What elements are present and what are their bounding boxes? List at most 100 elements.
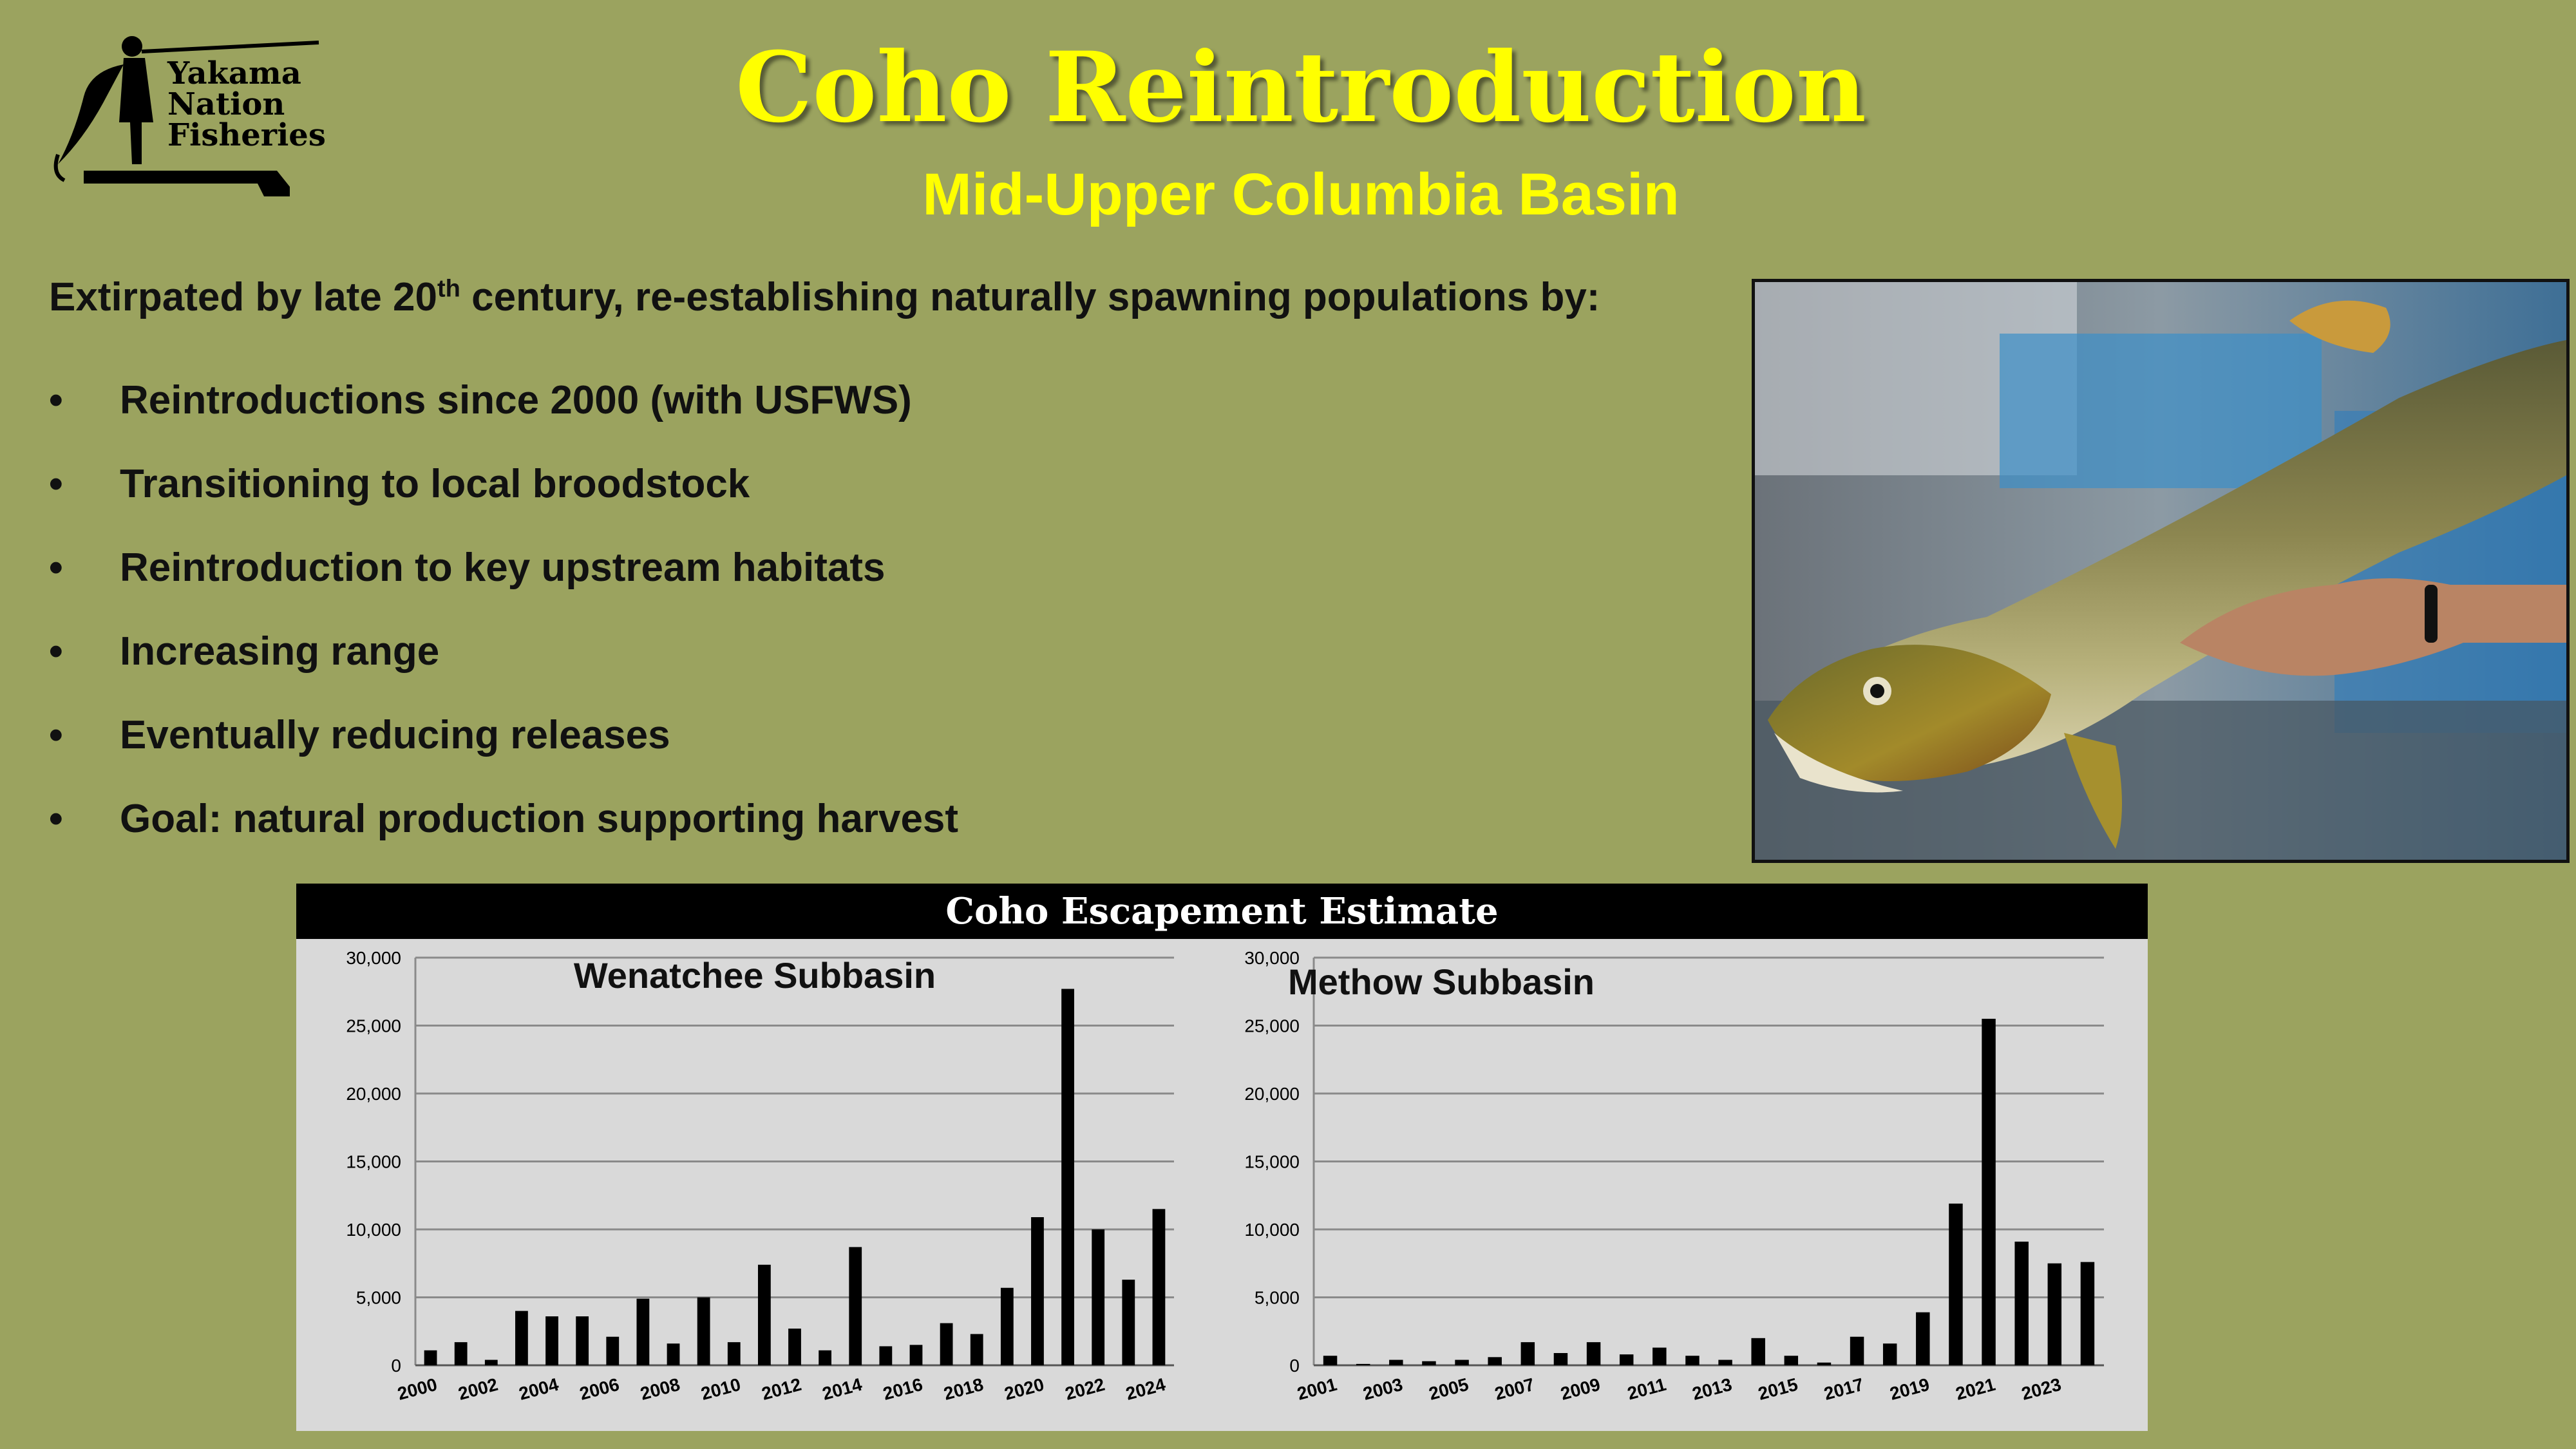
bullet-marker: • [49, 462, 63, 506]
bar [424, 1350, 437, 1365]
bar [1586, 1342, 1601, 1365]
bullet-item: • Goal: natural production supporting har… [49, 796, 958, 880]
bar [1455, 1359, 1469, 1365]
bar [697, 1297, 710, 1365]
x-tick-label: 2021 [1953, 1374, 1997, 1404]
x-tick-label: 2013 [1690, 1374, 1734, 1404]
bar [2080, 1262, 2095, 1365]
x-tick-label: 2023 [2020, 1374, 2063, 1404]
bullet-text: Transitioning to local broodstock [120, 462, 750, 506]
x-tick-label: 2008 [638, 1374, 682, 1404]
bar [1751, 1338, 1765, 1365]
y-tick-label: 25,000 [1244, 1016, 1300, 1036]
chart-title: Wenatchee Subbasin [574, 955, 936, 996]
bullet-text: Eventually reducing releases [120, 713, 670, 757]
bar [909, 1345, 923, 1365]
bar [1389, 1359, 1403, 1365]
bar [1323, 1356, 1338, 1365]
x-tick-label: 2012 [759, 1374, 803, 1404]
x-tick-label: 2011 [1625, 1374, 1669, 1404]
bullet-marker: • [49, 378, 63, 422]
bullet-text: Reintroduction to key upstream habitats [120, 545, 886, 590]
bar [1356, 1363, 1370, 1365]
bar [1031, 1217, 1044, 1365]
intro-text: Extirpated by late 20th century, re-esta… [49, 274, 1600, 320]
x-tick-label: 2007 [1493, 1374, 1537, 1404]
bullet-text: Goal: natural production supporting harv… [120, 797, 959, 841]
bar [1949, 1203, 1963, 1365]
bar [1653, 1347, 1667, 1365]
bar [970, 1334, 983, 1365]
bar [576, 1316, 589, 1365]
y-tick-label: 20,000 [1244, 1084, 1300, 1104]
bullet-item: • Increasing range [49, 629, 958, 712]
slide-title: Coho Reintroduction [735, 31, 1866, 144]
fisherman-icon [53, 36, 319, 196]
x-tick-label: 2004 [516, 1374, 561, 1404]
x-tick-label: 2005 [1426, 1374, 1470, 1404]
bar [1718, 1359, 1732, 1365]
y-tick-label: 0 [1289, 1356, 1300, 1376]
salmon-illustration [1755, 282, 2566, 860]
slide-subtitle: Mid-Upper Columbia Basin [922, 162, 1680, 227]
y-tick-label: 5,000 [1255, 1288, 1300, 1308]
bar [1422, 1361, 1436, 1365]
bar [1488, 1357, 1502, 1365]
bullet-marker: • [49, 629, 63, 674]
bar [1784, 1356, 1799, 1365]
chart-header: Coho Escapement Estimate [296, 884, 2148, 939]
bar [1817, 1362, 1832, 1365]
x-tick-label: 2014 [820, 1374, 865, 1404]
bar [1850, 1336, 1864, 1365]
logo-line-2: Nation [167, 86, 285, 122]
bar [636, 1298, 650, 1365]
bar [667, 1343, 680, 1365]
bullet-item: • Eventually reducing releases [49, 712, 958, 796]
bullet-list: • Reintroductions since 2000 (with USFWS)… [49, 377, 958, 880]
x-tick-label: 2009 [1558, 1374, 1602, 1404]
y-tick-label: 5,000 [356, 1288, 401, 1308]
bar [2014, 1241, 2029, 1365]
bullet-marker: • [49, 797, 63, 841]
bar [1000, 1287, 1014, 1365]
bar [940, 1323, 953, 1365]
escapement-chart-panel: 0 5,000 10,000 15,000 20,000 25,000 30,000 2000… [296, 884, 2148, 1431]
y-tick-label: 10,000 [346, 1220, 401, 1240]
bar [545, 1316, 558, 1365]
x-tick-label: 2017 [1822, 1374, 1866, 1404]
y-tick-label: 30,000 [346, 948, 401, 968]
y-tick-label: 25,000 [346, 1016, 401, 1036]
bar [819, 1350, 832, 1365]
bullet-item: • Transitioning to local broodstock [49, 461, 958, 545]
bullet-text: Increasing range [120, 629, 440, 674]
bar [849, 1247, 862, 1365]
x-tick-label: 2002 [456, 1374, 500, 1404]
y-tick-label: 0 [391, 1356, 401, 1376]
bullet-item: • Reintroductions since 2000 (with USFWS) [49, 377, 958, 461]
intro-pre: Extirpated by late 20 [49, 275, 438, 319]
intro-post: century, re-establishing naturally spawn… [460, 275, 1600, 319]
y-tick-label: 15,000 [346, 1152, 401, 1172]
logo-line-1: Yakama [167, 55, 301, 91]
chart-title: Methow Subbasin [1288, 961, 1595, 1002]
bar [1122, 1280, 1135, 1365]
bar [757, 1264, 771, 1365]
bar [454, 1342, 468, 1365]
y-tick-label: 15,000 [1244, 1152, 1300, 1172]
bullet-item: • Reintroduction to key upstream habitats [49, 545, 958, 629]
bullet-marker: • [49, 713, 63, 757]
x-tick-label: 2018 [942, 1374, 985, 1404]
x-tick-label: 2019 [1888, 1374, 1931, 1404]
bar [2047, 1263, 2062, 1365]
logo-line-3: Fisheries [167, 117, 326, 153]
bar [515, 1311, 528, 1365]
x-tick-label: 2000 [395, 1374, 439, 1404]
bullet-text: Reintroductions since 2000 (with USFWS) [120, 378, 912, 422]
x-tick-label: 2003 [1361, 1374, 1405, 1404]
bar [1619, 1354, 1634, 1365]
bar [788, 1329, 801, 1365]
bar [1916, 1312, 1930, 1365]
x-tick-label: 2006 [578, 1374, 621, 1404]
bar [1882, 1343, 1897, 1365]
x-tick-label: 2020 [1002, 1374, 1046, 1404]
